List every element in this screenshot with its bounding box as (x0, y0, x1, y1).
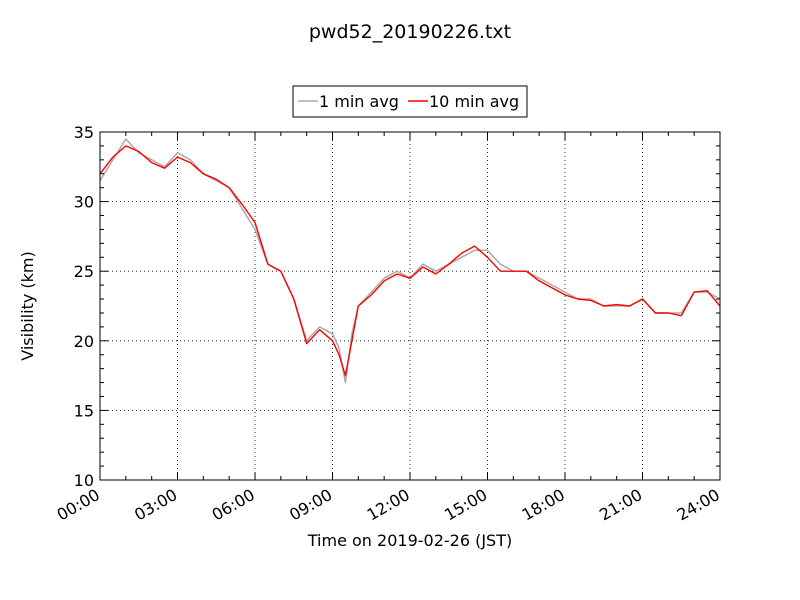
y-tick-labels: 10 15 20 25 30 35 (74, 123, 94, 490)
y-tick-label: 10 (74, 471, 94, 490)
y-tick-label: 30 (74, 193, 94, 212)
y-tick-label: 35 (74, 123, 94, 142)
chart-title: pwd52_20190226.txt (309, 21, 511, 43)
plot-frame (99, 131, 721, 481)
y-tick-label: 15 (74, 401, 94, 420)
legend: 1 min avg 10 min avg (292, 85, 528, 118)
grid (100, 132, 720, 480)
y-tick-label: 25 (74, 262, 94, 281)
x-axis-label: Time on 2019-02-26 (JST) (307, 531, 512, 550)
legend-label-1min: 1 min avg (319, 92, 399, 111)
legend-label-10min: 10 min avg (429, 92, 519, 111)
y-tick-label: 20 (74, 332, 94, 351)
series-layer (100, 138, 720, 384)
series-10min-avg-line (100, 145, 720, 377)
y-axis-label: Visibility (km) (18, 251, 37, 360)
